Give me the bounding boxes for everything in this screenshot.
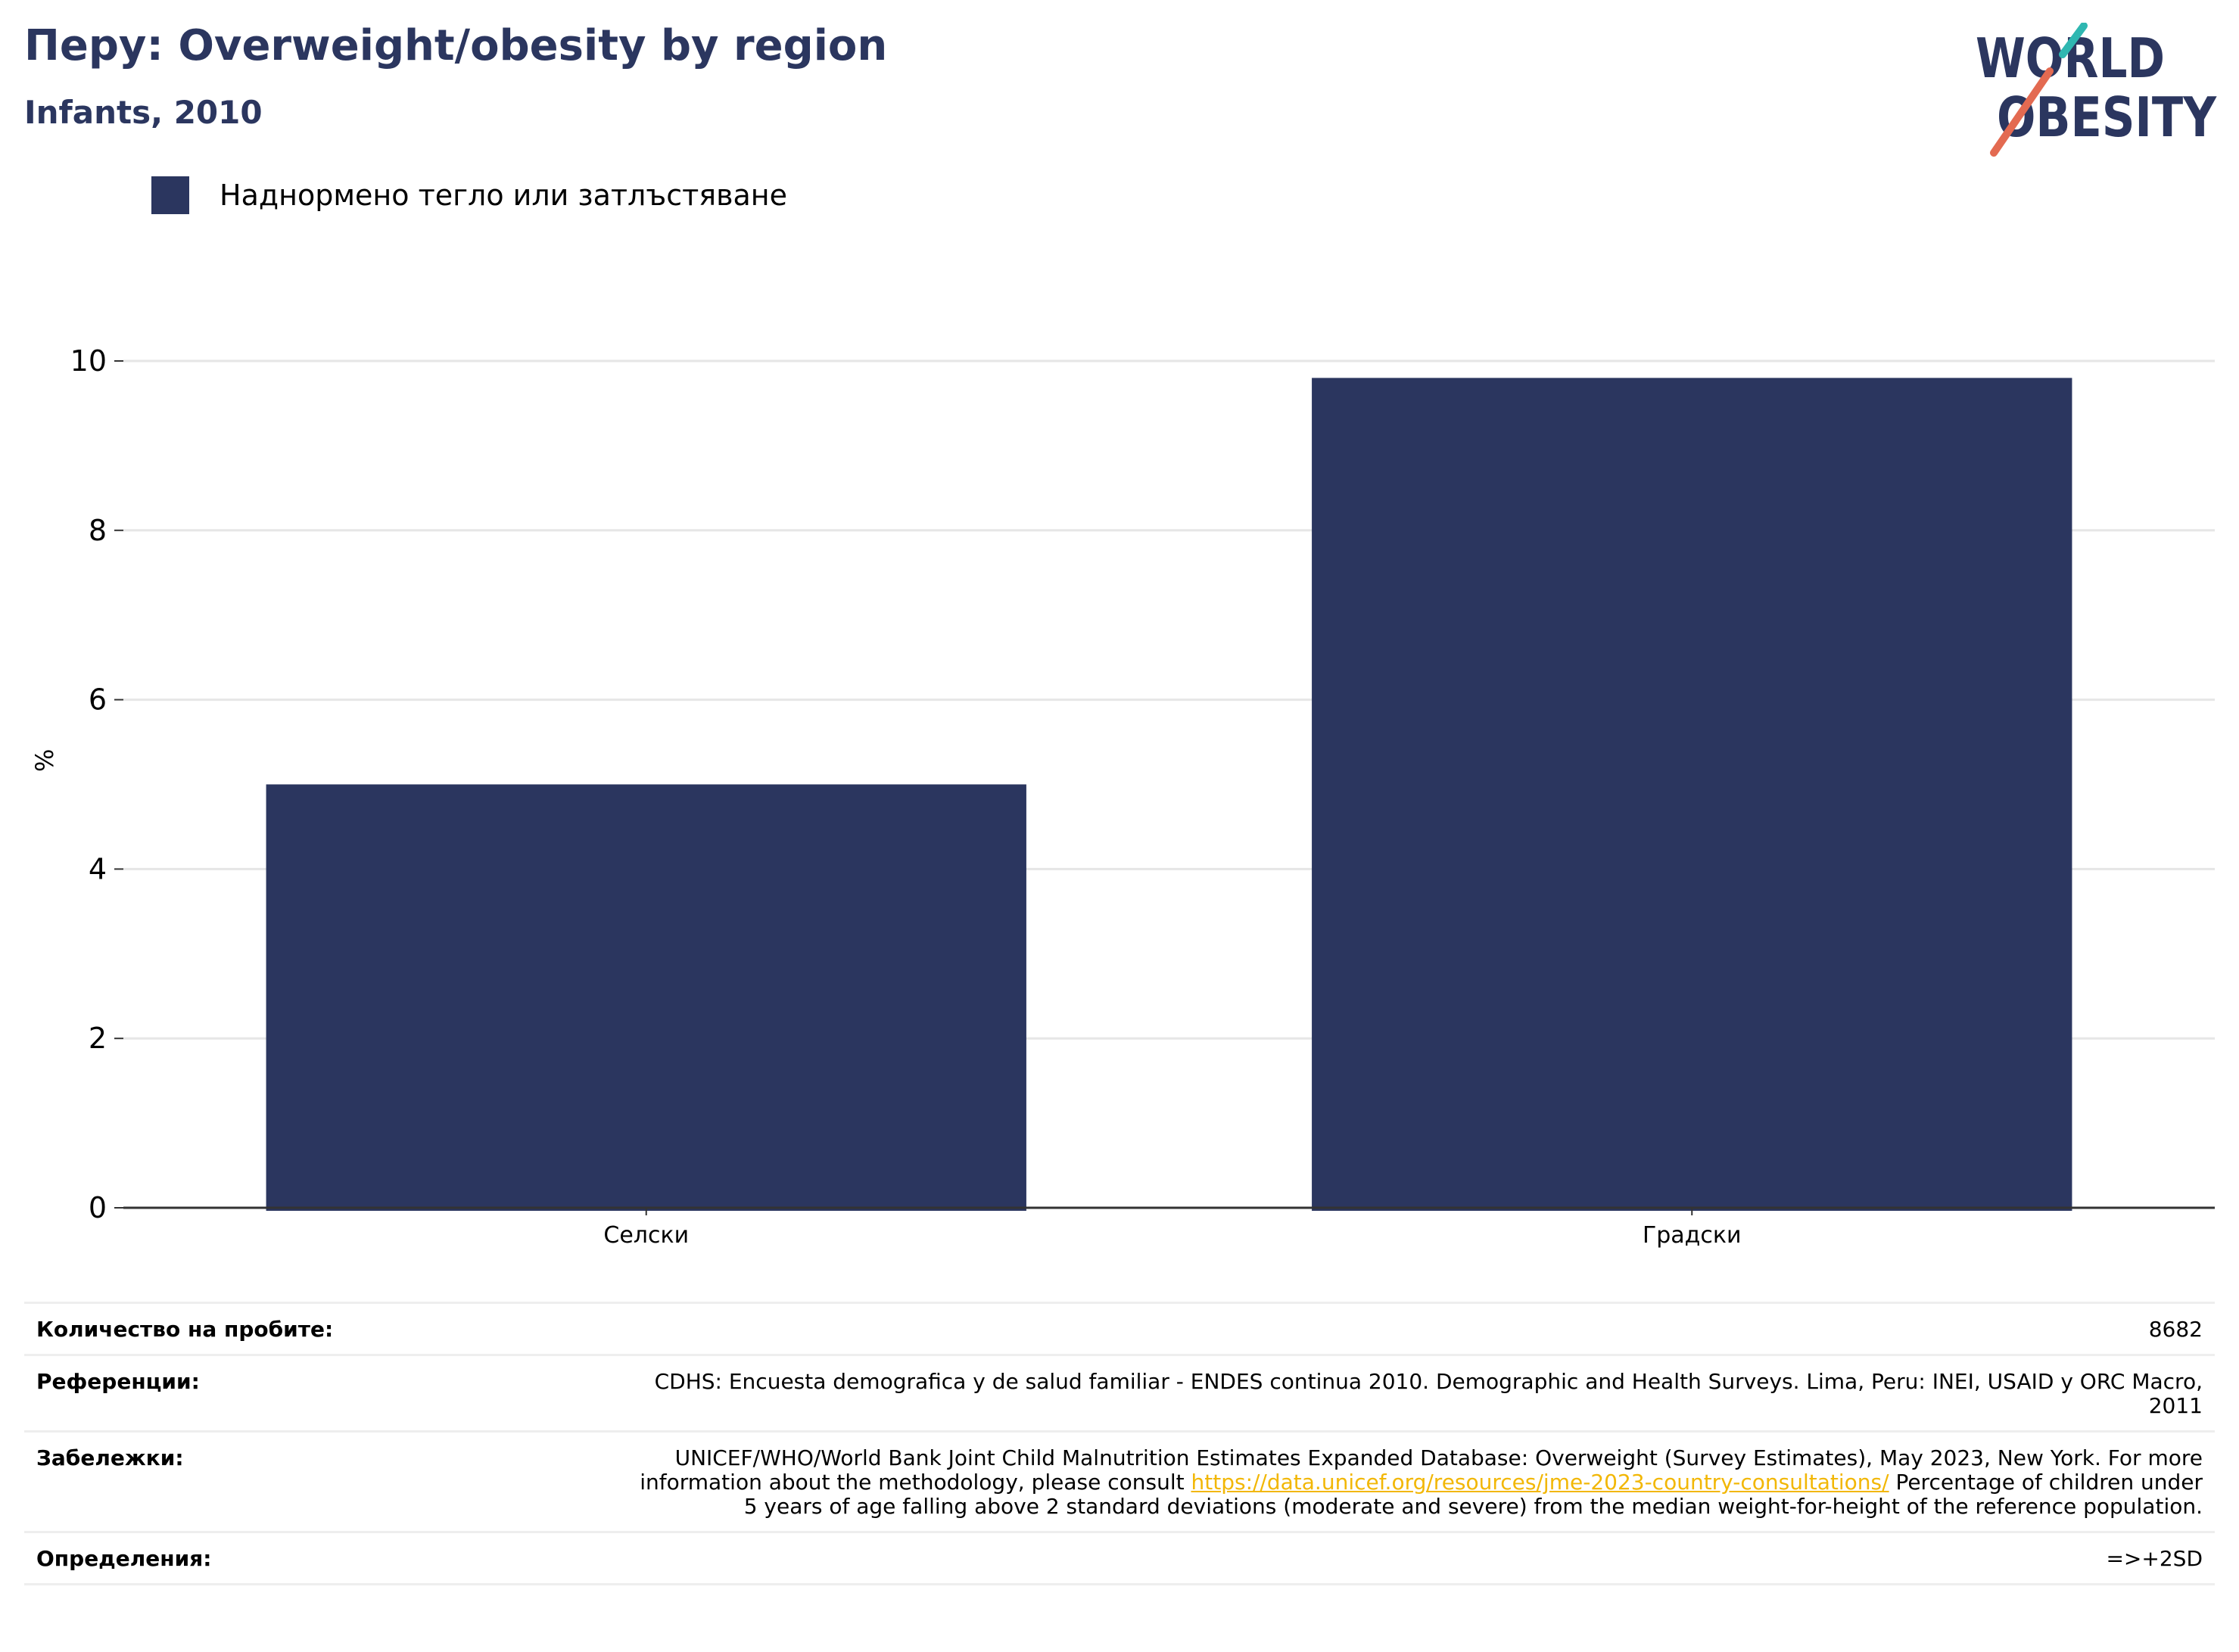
y-tick-label: 6 (89, 683, 107, 717)
methodology-link[interactable]: https://data.unicef.org/resources/jme-20… (1191, 1470, 1889, 1495)
bar-chart: 0 2 4 6 8 10 Селски Градски (70, 344, 2215, 1249)
info-row-sample-size: Количество на пробите: 8682 (24, 1302, 2215, 1354)
references-label: Референции: (36, 1369, 200, 1394)
sample-size-value: 8682 (2148, 1317, 2203, 1342)
logo-slash-teal (2059, 23, 2088, 58)
legend-label: Наднормено тегло или затлъстяване (220, 179, 787, 212)
logo-word-world: WORLD (1976, 26, 2165, 90)
legend-swatch (151, 176, 189, 214)
sample-size-label: Количество на пробите: (36, 1317, 334, 1342)
logo-slash-coral (1990, 67, 2054, 157)
bar (1312, 378, 2072, 1211)
y-tick-label: 8 (89, 514, 107, 547)
chart-legend: Наднормено тегло или затлъстяване (151, 176, 787, 215)
world-obesity-logo: WORLD OBESITY (1976, 23, 2217, 157)
info-row-definitions: Определения: =>+2SD (24, 1531, 2215, 1585)
definitions-value: =>+2SD (2106, 1546, 2203, 1571)
notes-label: Забележки: (36, 1445, 184, 1470)
notes-value: UNICEF/WHO/World Bank Joint Child Malnut… (628, 1446, 2203, 1519)
x-tick-label: Селски (603, 1222, 689, 1249)
references-value: CDHS: Encuesta demografica y de salud fa… (654, 1369, 2203, 1418)
chart-subtitle: Infants, 2010 (24, 94, 263, 131)
definitions-label: Определения: (36, 1546, 212, 1571)
y-tick-label: 2 (89, 1022, 107, 1055)
y-tick-label: 10 (70, 344, 107, 378)
x-tick-label: Градски (1643, 1222, 1742, 1249)
bar (266, 784, 1026, 1211)
info-table: Количество на пробите: 8682 Референции: … (24, 1302, 2215, 1585)
y-tick-label: 4 (89, 852, 107, 885)
info-row-references: Референции: CDHS: Encuesta demografica y… (24, 1354, 2215, 1430)
y-tick-label: 0 (89, 1191, 107, 1224)
notes-text-after: Percentage of children under 5 years of … (743, 1470, 2203, 1519)
notes-text-before: UNICEF/WHO/World Bank Joint Child Malnut… (640, 1445, 2203, 1495)
chart-title: Перу: Overweight/obesity by region (24, 21, 888, 70)
info-row-notes: Забележки: UNICEF/WHO/World Bank Joint C… (24, 1430, 2215, 1531)
